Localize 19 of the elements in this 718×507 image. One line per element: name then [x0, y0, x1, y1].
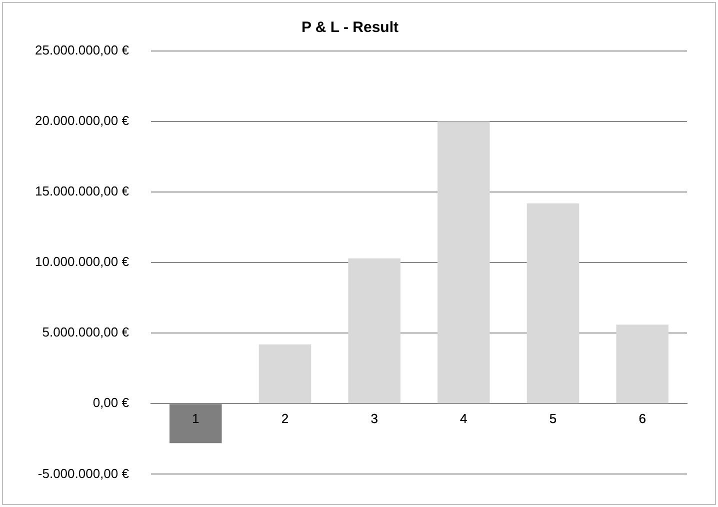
y-tick-label: -5.000.000,00 €: [38, 466, 130, 481]
x-tick-label: 3: [370, 411, 378, 426]
chart-title: P & L - Result: [302, 19, 398, 36]
y-tick-label: 0,00 €: [92, 395, 130, 410]
bar: [438, 122, 490, 404]
y-tick-label: 15.000.000,00 €: [34, 184, 130, 199]
x-tick-label: 6: [638, 411, 646, 426]
y-tick-label: 5.000.000,00 €: [42, 324, 130, 340]
y-tick-label: 25.000.000,00 €: [34, 42, 130, 58]
y-tick-label: 20.000.000,00 €: [34, 113, 130, 128]
bar: [348, 258, 400, 404]
x-tick-label: 1: [192, 411, 200, 426]
x-tick-label: 2: [281, 411, 289, 426]
bar: [616, 324, 668, 404]
x-tick-label: 5: [549, 411, 557, 426]
y-tick-label: 10.000.000,00 €: [34, 254, 130, 270]
bar: [258, 344, 312, 404]
x-tick-label: 4: [460, 411, 468, 426]
bar: [526, 203, 580, 404]
